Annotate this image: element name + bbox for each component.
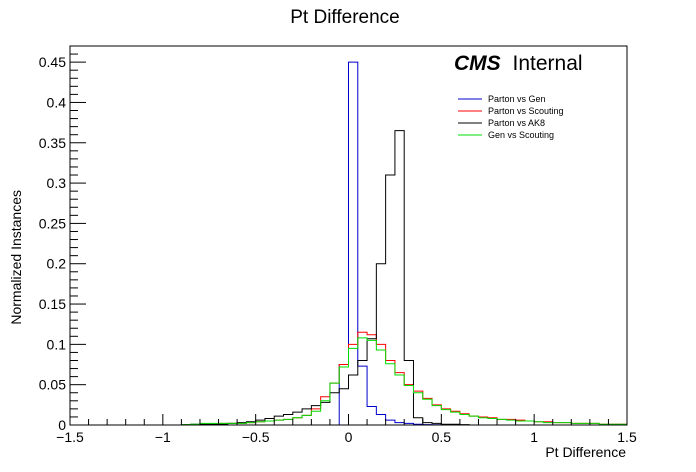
legend-entry-1: Parton vs Gen xyxy=(488,94,546,104)
legend-entry-4: Gen vs Scouting xyxy=(488,130,554,140)
y-tick-label: 0.45 xyxy=(39,54,66,70)
y-tick-label: 0.05 xyxy=(39,377,66,393)
legend-entry-3: Parton vs AK8 xyxy=(488,118,545,128)
cms-label: CMS xyxy=(454,52,501,75)
x-tick-label: −1.5 xyxy=(56,429,84,445)
legend: Parton vs Gen Parton vs Scouting Parton vs… xyxy=(458,94,564,140)
y-tick-label: 0.25 xyxy=(39,215,66,231)
chart-title: Pt Difference xyxy=(290,7,399,28)
legend-entry-2: Parton vs Scouting xyxy=(488,106,564,116)
y-tick-label: 0.4 xyxy=(47,94,67,110)
y-tick-label: 0.2 xyxy=(47,256,67,272)
y-tick-label: 0 xyxy=(58,417,66,433)
x-tick-label: 0 xyxy=(345,429,353,445)
y-tick-label: 0.1 xyxy=(47,336,67,352)
y-tick-label: 0.35 xyxy=(39,135,66,151)
plot-frame xyxy=(69,45,628,426)
x-tick-label: −1 xyxy=(155,429,171,445)
internal-label: Internal xyxy=(513,52,583,75)
y-tick-label: 0.3 xyxy=(47,175,67,191)
axes: −1.5 −1 −0.5 0 0.5 1 1.5 0 0.05 0.1 0.15 0.2 0.25 0.3… xyxy=(39,45,637,445)
y-tick-label: 0.15 xyxy=(39,296,66,312)
x-axis-label: Pt Difference xyxy=(545,444,626,460)
cms-annotation: CMS Internal xyxy=(454,52,583,75)
x-tick-label: −0.5 xyxy=(242,429,270,445)
x-tick-label: 1.5 xyxy=(617,429,637,445)
x-tick-label: 1 xyxy=(530,429,538,445)
y-axis-label: Normalized Instances xyxy=(8,190,24,325)
x-tick-label: 0.5 xyxy=(432,429,452,445)
